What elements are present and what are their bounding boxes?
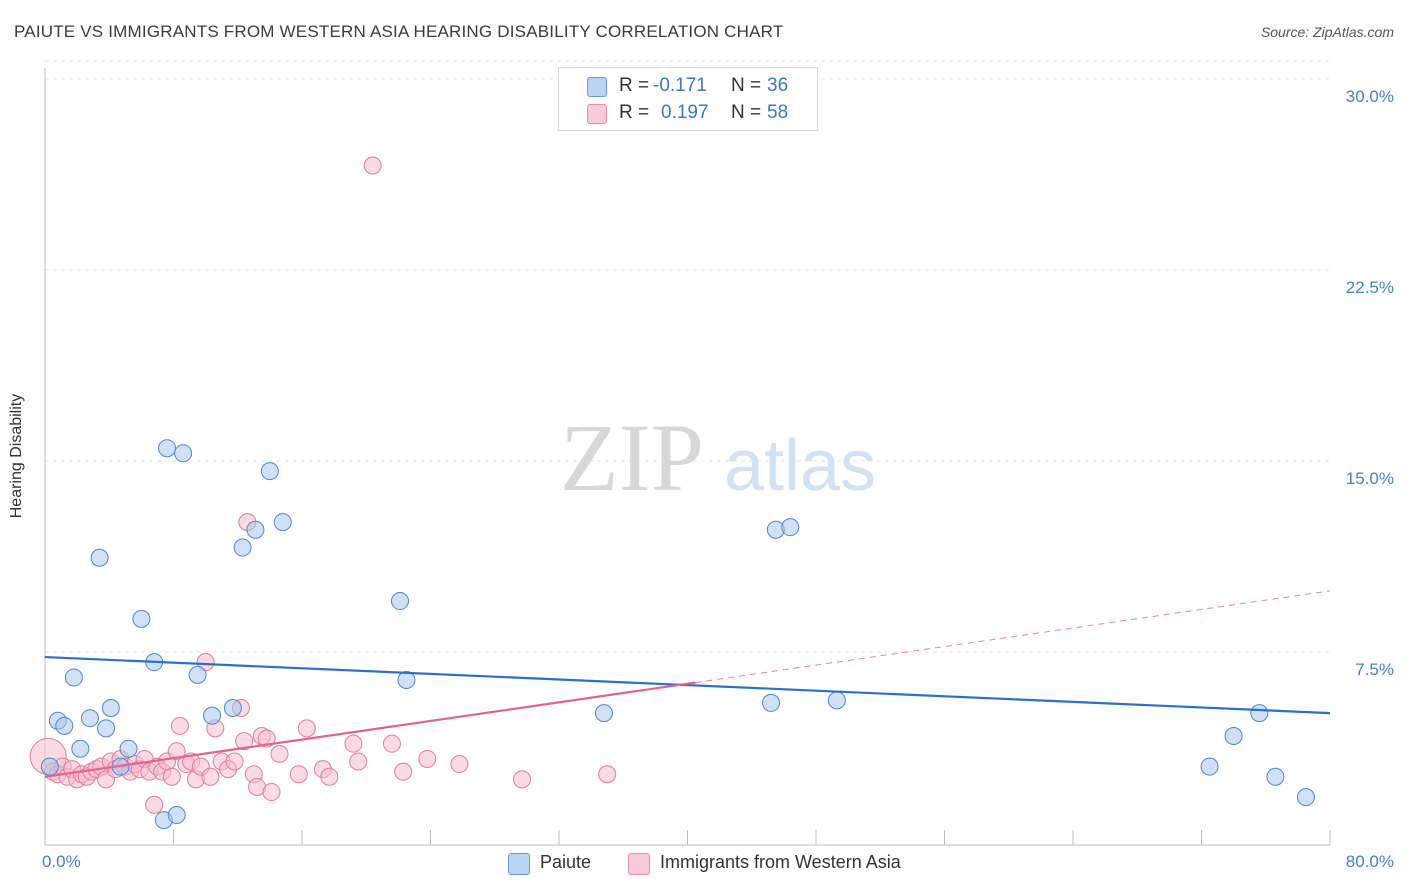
immigrants-point: [235, 732, 254, 751]
paiute-point: [390, 592, 409, 611]
n-label: N =: [731, 75, 762, 96]
paiute-point: [762, 693, 781, 712]
immigrants-point: [349, 752, 368, 771]
paiute-point: [132, 609, 151, 628]
paiute-swatch: [587, 77, 607, 97]
paiute-swatch: [508, 853, 530, 875]
legend-label: Immigrants from Western Asia: [660, 852, 901, 872]
grid-lines: [45, 60, 1330, 653]
immigrants-point: [289, 765, 308, 784]
paiute-trend-line: [44, 655, 1331, 715]
paiute-point: [188, 665, 207, 684]
x-tick-label-min: 0.0%: [42, 852, 81, 871]
paiute-point: [1250, 704, 1269, 723]
paiute-point: [55, 716, 74, 735]
paiute-point: [260, 462, 279, 481]
paiute-point: [40, 757, 59, 776]
paiute-point: [1224, 727, 1243, 746]
y-tick-label: 22.5%: [1345, 278, 1394, 297]
n-value: 58: [767, 102, 789, 123]
paiute-point: [64, 668, 83, 687]
paiute-point: [97, 719, 116, 738]
paiute-point: [223, 699, 242, 718]
paiute-point: [1266, 767, 1285, 786]
r-label: R =: [619, 102, 650, 123]
paiute-point: [781, 518, 800, 537]
paiute-point: [80, 709, 99, 728]
paiute-points: [40, 439, 1315, 830]
paiute-point: [174, 444, 193, 463]
immigrants-point: [201, 767, 220, 786]
immigrants-point: [418, 749, 437, 768]
immigrants-point: [170, 716, 189, 735]
paiute-point: [203, 706, 222, 725]
immigrants-point: [297, 719, 316, 738]
immigrants-swatch: [628, 853, 650, 875]
paiute-point: [594, 704, 613, 723]
watermark: ZIP atlas: [560, 404, 876, 511]
immigrants-points: [29, 156, 617, 814]
immigrants-trend-line: [44, 681, 696, 778]
immigrants-point: [363, 156, 382, 175]
chart-title: PAIUTE VS IMMIGRANTS FROM WESTERN ASIA H…: [14, 22, 784, 41]
immigrants-point: [344, 734, 363, 753]
paiute-point: [71, 739, 90, 758]
immigrants-point: [598, 765, 617, 784]
y-tick-label: 7.5%: [1355, 660, 1394, 679]
immigrants-point: [320, 767, 339, 786]
immigrants-point: [394, 762, 413, 781]
immigrants-swatch: [587, 104, 607, 124]
paiute-point: [119, 739, 138, 758]
r-value: -0.171: [653, 75, 707, 96]
immigrants-point: [257, 729, 276, 748]
immigrants-point: [162, 767, 181, 786]
immigrants-point: [262, 783, 281, 802]
x-tick-label-max: 80.0%: [1345, 852, 1394, 871]
immigrants-trend-extension: [695, 590, 1331, 684]
trend-lines: [44, 590, 1331, 778]
immigrants-point: [145, 795, 164, 814]
n-label: N =: [731, 102, 762, 123]
y-tick-label: 30.0%: [1345, 87, 1394, 106]
immigrants-point: [450, 755, 469, 774]
paiute-point: [1200, 757, 1219, 776]
paiute-point: [233, 538, 252, 557]
stats-legend: R = -0.171 N = 36 R = 0.197 N = 58: [558, 67, 818, 131]
paiute-point: [101, 699, 120, 718]
r-value: 0.197: [661, 102, 709, 123]
legend-label: Paiute: [540, 852, 592, 872]
y-tick-label: 15.0%: [1345, 469, 1394, 488]
paiute-point: [1296, 788, 1315, 807]
paiute-point: [167, 805, 186, 824]
immigrants-point: [196, 653, 215, 672]
paiute-point: [397, 670, 416, 689]
paiute-point: [90, 548, 109, 567]
immigrants-point: [167, 742, 186, 761]
immigrants-point: [382, 734, 401, 753]
immigrants-point: [513, 770, 532, 789]
r-label: R =: [619, 75, 650, 96]
watermark-zip: ZIP: [560, 404, 704, 511]
watermark-atlas: atlas: [724, 426, 876, 506]
axes: [44, 68, 1331, 846]
source-label: Source: ZipAtlas.com: [1260, 24, 1394, 40]
paiute-point: [158, 439, 177, 458]
paiute-point: [246, 520, 265, 539]
paiute-point: [273, 513, 292, 532]
paiute-point: [827, 691, 846, 710]
immigrants-point: [270, 744, 289, 763]
immigrants-point: [225, 752, 244, 771]
n-value: 36: [767, 75, 789, 96]
y-axis-label: Hearing Disability: [8, 393, 25, 519]
